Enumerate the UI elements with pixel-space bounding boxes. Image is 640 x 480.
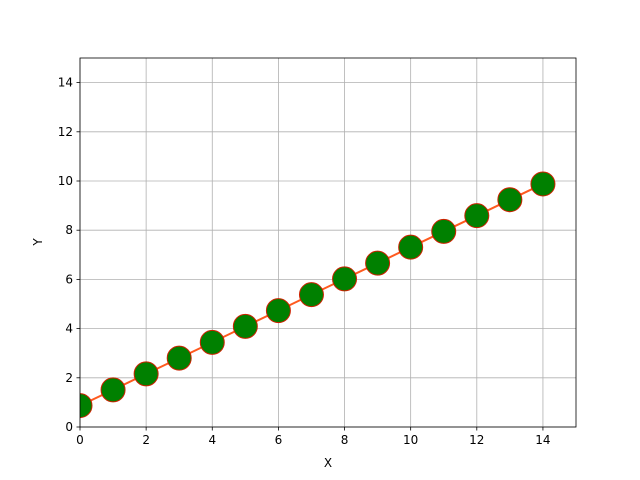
data-point-marker [199,329,225,355]
y-tick-label: 0 [65,420,73,434]
data-point-marker [298,282,324,308]
data-point-marker [530,171,556,197]
data-point-marker [133,361,159,387]
y-tick-label: 2 [65,371,73,385]
data-point-marker [332,266,358,292]
y-tick-label: 12 [58,125,73,139]
data-point-marker [464,203,490,229]
x-tick-label: 8 [341,433,349,447]
x-tick-label: 6 [275,433,283,447]
y-tick-label: 4 [65,322,73,336]
x-tick-label: 0 [76,433,84,447]
data-point-marker [232,313,258,339]
x-tick-label: 12 [469,433,484,447]
x-tick-label: 2 [142,433,150,447]
data-point-marker [365,250,391,276]
plot-area-frame [79,57,577,428]
x-tick-label: 14 [535,433,550,447]
data-point-marker [398,234,424,260]
data-point-marker [80,393,93,419]
data-point-marker [265,298,291,324]
data-point-marker [497,187,523,213]
x-tick-label: 4 [208,433,216,447]
data-point-marker [166,345,192,371]
x-tick-label: 10 [403,433,418,447]
x-axis-label: X [324,456,332,470]
data-point-marker [100,377,126,403]
y-tick-label: 10 [58,174,73,188]
ticks: 0 2 4 6 8 10 12 14 0 2 4 6 8 10 12 14 [58,76,551,447]
series-layer [80,171,556,419]
data-point-marker [431,218,457,244]
y-axis-label: Y [31,238,45,247]
y-tick-label: 8 [65,223,73,237]
y-tick-label: 6 [65,272,73,286]
y-tick-label: 14 [58,76,73,90]
